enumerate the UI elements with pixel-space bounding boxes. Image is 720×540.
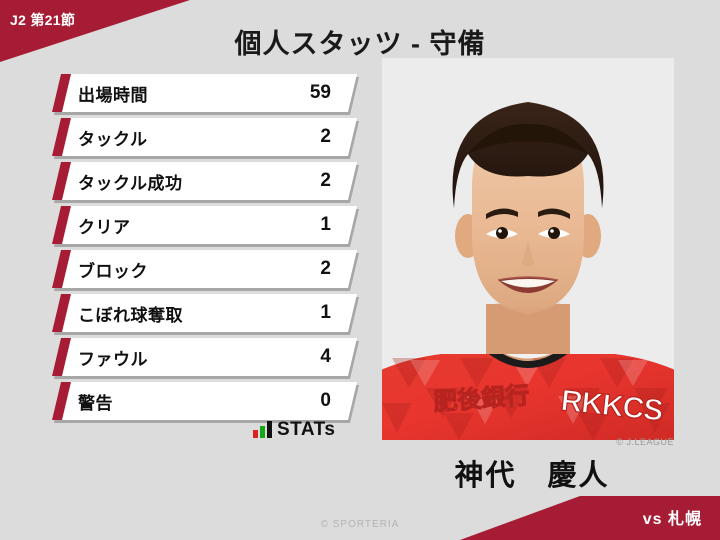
stat-row: ファウル 4 — [52, 338, 357, 376]
logo-bar-red — [253, 430, 258, 438]
logo-bar-black — [267, 421, 272, 438]
stat-value: 4 — [320, 346, 331, 367]
row-plate — [52, 382, 357, 420]
stat-label: タックル — [78, 129, 148, 149]
stat-value: 0 — [320, 390, 331, 411]
bar-chart-icon — [253, 421, 272, 438]
stat-row: クリア 1 — [52, 206, 357, 244]
stat-label: こぼれ球奪取 — [78, 305, 183, 325]
player-photo: 肥後銀行 RKKCS — [382, 58, 674, 440]
stat-value: 2 — [320, 126, 331, 147]
stat-value: 1 — [320, 214, 331, 235]
stat-row: 出場時間 59 — [52, 74, 357, 112]
stat-label: ファウル — [78, 349, 148, 369]
row-plate — [52, 118, 357, 156]
stats-list: 出場時間 59 タックル 2 タックル成功 2 クリア 1 ブロック 2 こぼれ… — [52, 74, 357, 426]
stat-value: 1 — [320, 302, 331, 323]
stat-label: ブロック — [78, 261, 148, 281]
round-label: J2 第21節 — [10, 12, 76, 28]
row-plate — [52, 74, 357, 112]
row-plate — [52, 250, 357, 288]
stat-label: クリア — [78, 217, 131, 237]
stat-row: ブロック 2 — [52, 250, 357, 288]
row-plate — [52, 338, 357, 376]
page-title: 個人スタッツ - 守備 — [234, 29, 486, 59]
stat-row: タックル成功 2 — [52, 162, 357, 200]
row-plate — [52, 206, 357, 244]
opponent-label: vs 札幌 — [642, 511, 702, 528]
stats-logo: STATs — [253, 419, 336, 440]
stat-value: 2 — [320, 258, 331, 279]
stat-label: タックル成功 — [78, 173, 183, 193]
player-name: 神代 慶人 — [454, 460, 610, 492]
player-portrait-image: 肥後銀行 RKKCS — [382, 58, 674, 440]
stat-row: 警告 0 — [52, 382, 357, 420]
stat-value: 59 — [309, 82, 331, 103]
stat-row: タックル 2 — [52, 118, 357, 156]
stats-wordmark: STATs — [277, 419, 336, 440]
stat-label: 出場時間 — [78, 85, 148, 105]
row-plate — [52, 294, 357, 332]
stat-label: 警告 — [78, 393, 113, 413]
logo-bar-green — [260, 426, 265, 438]
stat-value: 2 — [320, 170, 331, 191]
row-plate — [52, 162, 357, 200]
site-credit: © SPORTERIA — [320, 519, 400, 530]
photo-credit: © J.LEAGUE — [616, 437, 674, 447]
stat-row: こぼれ球奪取 1 — [52, 294, 357, 332]
